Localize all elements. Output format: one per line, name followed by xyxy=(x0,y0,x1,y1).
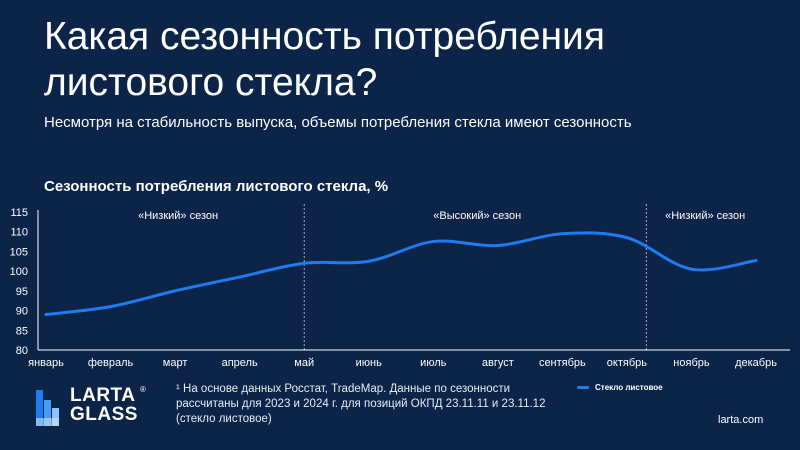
x-tick-label: июнь xyxy=(356,357,382,369)
season-annotation: «Высокий» сезон xyxy=(433,210,521,222)
data-point-январь xyxy=(44,313,48,317)
larta-glass-logo: LARTA GLASS ® xyxy=(36,385,156,426)
data-point-декабрь xyxy=(754,258,758,262)
x-tick-label: январь xyxy=(28,357,64,369)
data-point-август xyxy=(496,244,500,248)
season-annotation: «Низкий» сезон xyxy=(665,210,745,222)
y-tick-label: 95 xyxy=(16,286,28,298)
series-line-steklo-listovoe xyxy=(44,231,758,317)
data-point-май xyxy=(302,261,306,265)
x-tick-label: июль xyxy=(420,357,447,369)
y-tick-label: 105 xyxy=(10,246,28,258)
x-tick-label: апрель xyxy=(222,357,258,369)
y-tick-label: 85 xyxy=(16,325,28,337)
logo-text-line1: LARTA xyxy=(70,385,136,406)
x-tick-label: декабрь xyxy=(735,357,777,369)
data-point-февраль xyxy=(109,305,113,309)
legend-label: Стекло листовое xyxy=(595,383,663,392)
logo-mark-icon xyxy=(36,390,59,426)
page-subtitle: Несмотря на стабильность выпуска, объемы… xyxy=(44,114,632,131)
page-title: Какая сезонность потребления листового с… xyxy=(44,15,605,104)
x-tick-label: февраль xyxy=(88,357,134,369)
season-annotation: «Низкий» сезон xyxy=(138,210,218,222)
y-tick-label: 80 xyxy=(16,345,28,357)
data-point-ноябрь xyxy=(689,267,693,271)
x-tick-label: август xyxy=(482,357,514,369)
data-point-март xyxy=(173,289,177,293)
data-point-июнь xyxy=(367,259,371,263)
chart-legend: Стекло листовое xyxy=(577,383,663,392)
chart-title: Сезонность потребления листового стекла,… xyxy=(44,178,389,195)
x-tick-label: ноябрь xyxy=(673,357,710,369)
logo-text-line2: GLASS xyxy=(70,404,138,425)
legend-swatch xyxy=(577,386,589,389)
x-tick-label: октябрь xyxy=(607,357,647,369)
y-tick-label: 100 xyxy=(10,266,28,278)
x-tick-label: сентябрь xyxy=(539,357,586,369)
x-tick-label: май xyxy=(294,357,314,369)
x-tick-label: март xyxy=(163,357,188,369)
logo-registered-mark: ® xyxy=(140,385,146,394)
y-tick-label: 90 xyxy=(16,306,28,318)
site-url[interactable]: larta.com xyxy=(718,414,764,426)
data-point-апрель xyxy=(238,275,242,279)
data-point-июль xyxy=(431,240,435,244)
source-footnote: ¹ На основе данных Росстат, TradeMap. Да… xyxy=(176,383,546,425)
data-point-сентябрь xyxy=(560,232,564,236)
y-tick-label: 110 xyxy=(10,227,28,239)
data-point-октябрь xyxy=(625,236,629,240)
y-tick-label: 115 xyxy=(10,207,28,219)
